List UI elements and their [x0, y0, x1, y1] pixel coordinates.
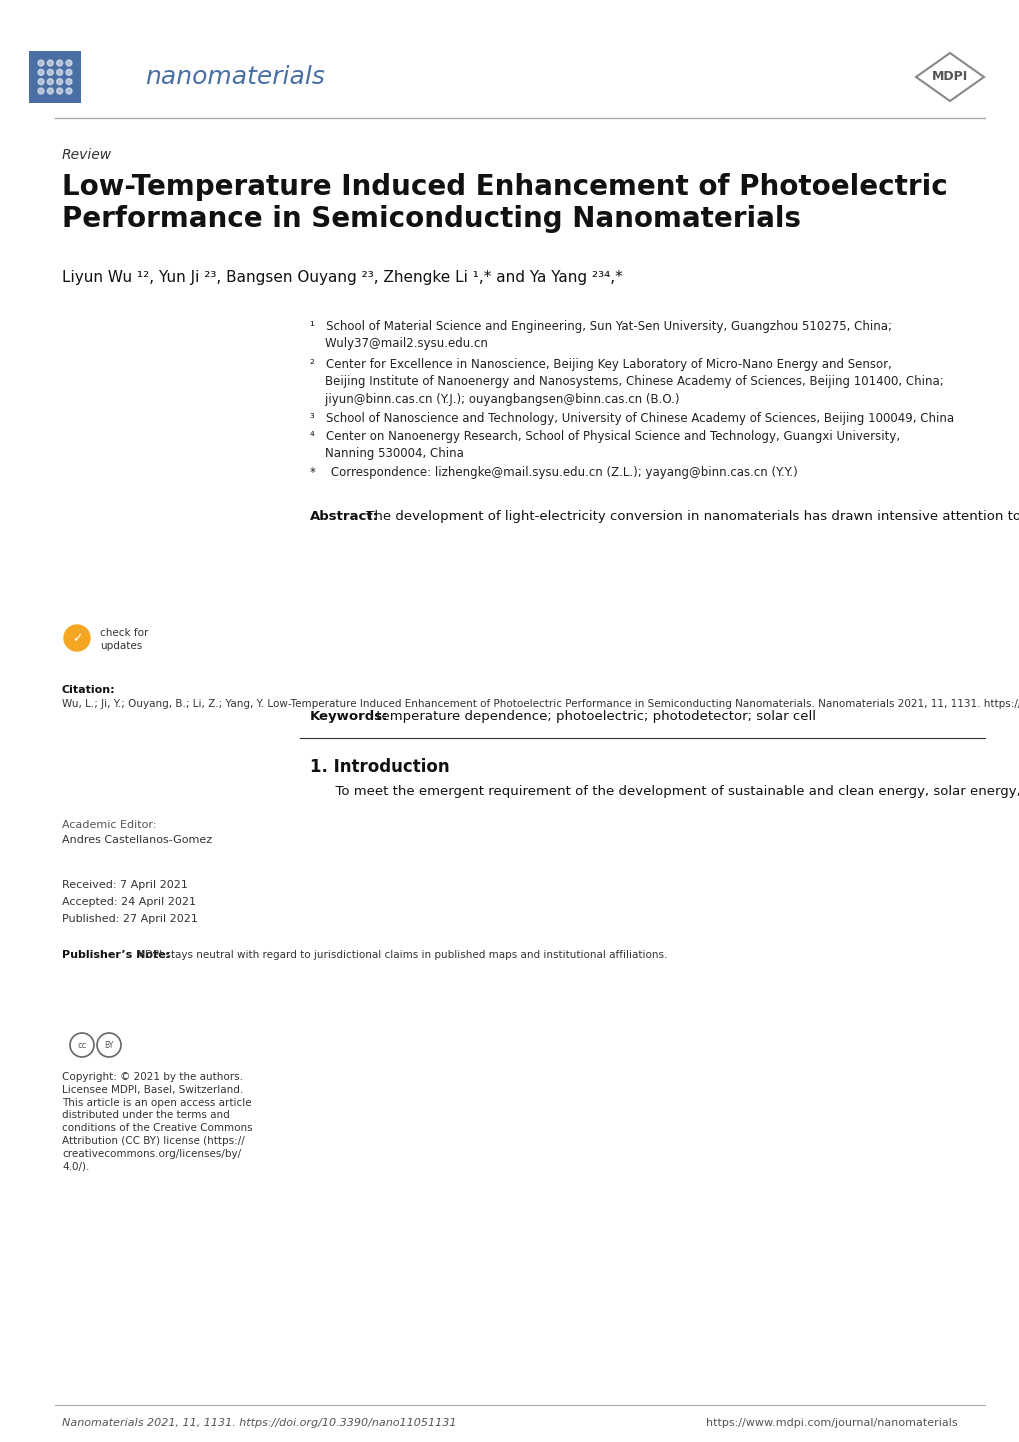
Text: Low-Temperature Induced Enhancement of Photoelectric
Performance in Semiconducti: Low-Temperature Induced Enhancement of P… — [62, 173, 947, 234]
Text: Andres Castellanos-Gomez: Andres Castellanos-Gomez — [62, 835, 212, 845]
Text: Review: Review — [62, 149, 112, 162]
Circle shape — [57, 88, 62, 94]
Circle shape — [47, 79, 53, 85]
Text: ⁴   Center on Nanoenergy Research, School of Physical Science and Technology, Gu: ⁴ Center on Nanoenergy Research, School … — [310, 430, 899, 460]
Circle shape — [66, 88, 72, 94]
Text: The development of light-electricity conversion in nanomaterials has drawn inten: The development of light-electricity con… — [362, 510, 1019, 523]
Text: Academic Editor:: Academic Editor: — [62, 820, 156, 831]
Text: ¹   School of Material Science and Engineering, Sun Yat-Sen University, Guangzho: ¹ School of Material Science and Enginee… — [310, 320, 892, 350]
Text: temperature dependence; photoelectric; photodetector; solar cell: temperature dependence; photoelectric; p… — [372, 709, 815, 722]
Circle shape — [57, 61, 62, 66]
Text: ²   Center for Excellence in Nanoscience, Beijing Key Laboratory of Micro-Nano E: ² Center for Excellence in Nanoscience, … — [310, 358, 943, 407]
Text: Copyright: © 2021 by the authors.
Licensee MDPI, Basel, Switzerland.
This articl: Copyright: © 2021 by the authors. Licens… — [62, 1071, 253, 1171]
Text: Publisher’s Note:: Publisher’s Note: — [62, 950, 170, 960]
Circle shape — [47, 69, 53, 75]
Circle shape — [47, 88, 53, 94]
Circle shape — [66, 69, 72, 75]
Circle shape — [38, 69, 44, 75]
Text: Liyun Wu ¹², Yun Ji ²³, Bangsen Ouyang ²³, Zhengke Li ¹,* and Ya Yang ²³⁴,*: Liyun Wu ¹², Yun Ji ²³, Bangsen Ouyang ²… — [62, 270, 623, 286]
Text: To meet the emergent requirement of the development of sustainable and clean ene: To meet the emergent requirement of the … — [310, 784, 1019, 797]
Circle shape — [66, 61, 72, 66]
Circle shape — [57, 69, 62, 75]
Text: Citation:: Citation: — [62, 685, 115, 695]
Circle shape — [38, 88, 44, 94]
Circle shape — [38, 61, 44, 66]
Text: MDPI stays neutral with regard to jurisdictional claims in published maps and in: MDPI stays neutral with regard to jurisd… — [136, 950, 666, 960]
Text: Received: 7 April 2021: Received: 7 April 2021 — [62, 880, 187, 890]
Text: Wu, L.; Ji, Y.; Ouyang, B.; Li, Z.; Yang, Y. Low-Temperature Induced Enhancement: Wu, L.; Ji, Y.; Ouyang, B.; Li, Z.; Yang… — [62, 699, 1019, 709]
Text: Abstract:: Abstract: — [310, 510, 379, 523]
Text: MDPI: MDPI — [931, 71, 967, 84]
Circle shape — [38, 79, 44, 85]
Circle shape — [57, 79, 62, 85]
Circle shape — [66, 79, 72, 85]
Text: ³   School of Nanoscience and Technology, University of Chinese Academy of Scien: ³ School of Nanoscience and Technology, … — [310, 412, 953, 425]
Text: cc: cc — [77, 1041, 87, 1050]
Text: Accepted: 24 April 2021: Accepted: 24 April 2021 — [62, 897, 196, 907]
FancyBboxPatch shape — [29, 50, 81, 102]
Text: 1. Introduction: 1. Introduction — [310, 758, 449, 776]
Text: Keywords:: Keywords: — [310, 709, 388, 722]
Text: BY: BY — [104, 1041, 113, 1050]
Text: *    Correspondence: lizhengke@mail.sysu.edu.cn (Z.L.); yayang@binn.cas.cn (Y.Y.: * Correspondence: lizhengke@mail.sysu.ed… — [310, 466, 797, 479]
Text: Published: 27 April 2021: Published: 27 April 2021 — [62, 914, 198, 924]
Text: nanomaterials: nanomaterials — [145, 65, 325, 89]
Text: ✓: ✓ — [71, 633, 83, 646]
Text: https://www.mdpi.com/journal/nanomaterials: https://www.mdpi.com/journal/nanomateria… — [706, 1417, 957, 1428]
Circle shape — [64, 624, 90, 650]
Text: check for
updates: check for updates — [100, 629, 148, 652]
Text: Nanomaterials 2021, 11, 1131. https://doi.org/10.3390/nano11051131: Nanomaterials 2021, 11, 1131. https://do… — [62, 1417, 457, 1428]
Circle shape — [47, 61, 53, 66]
